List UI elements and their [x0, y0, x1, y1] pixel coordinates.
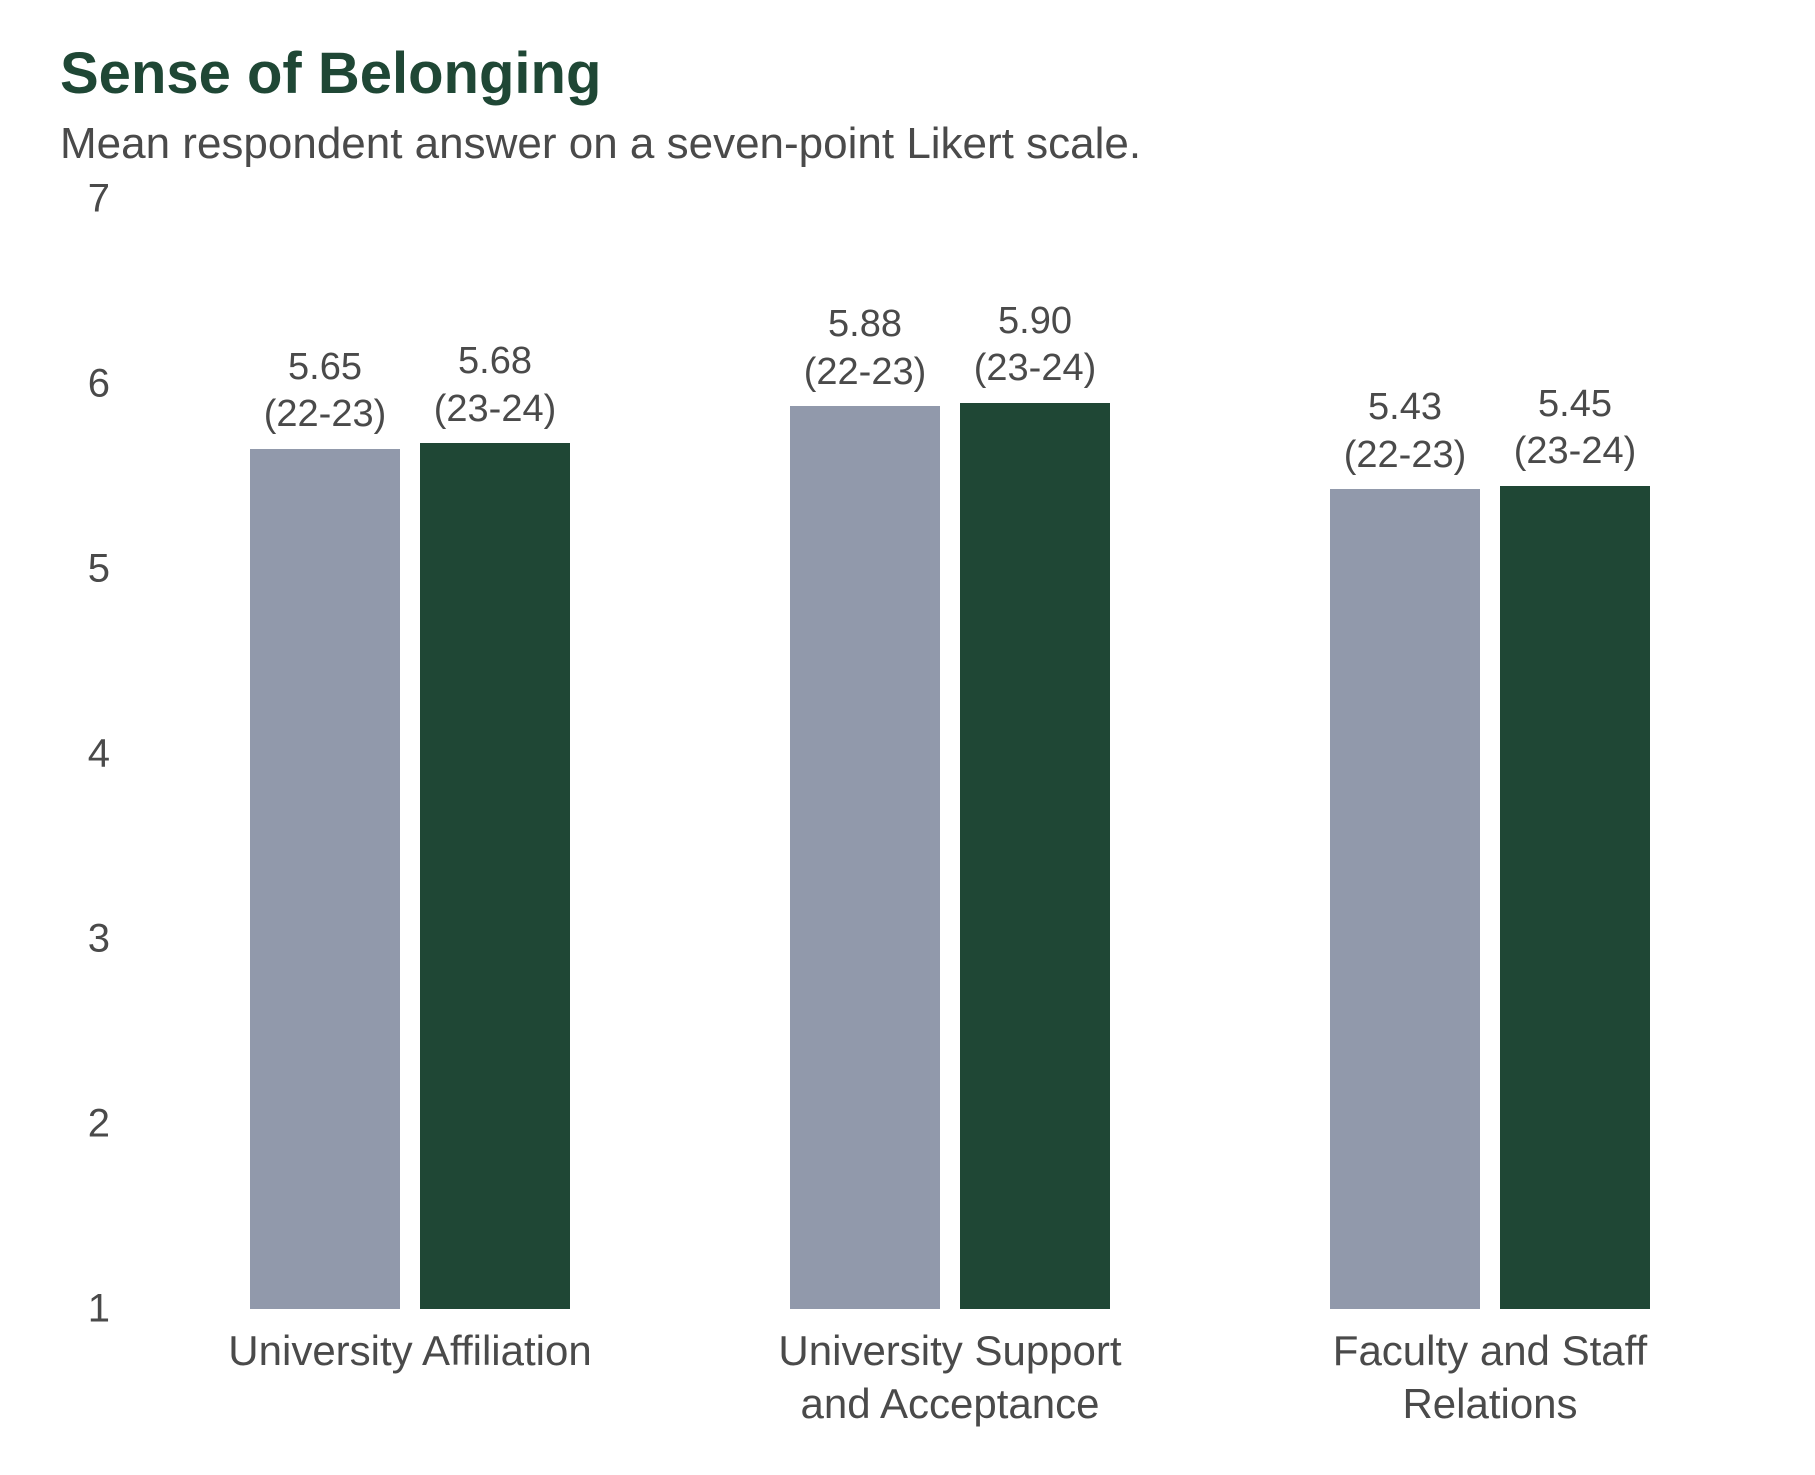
- bar-column: 5.65(22-23): [250, 344, 400, 1309]
- bar-pair: 5.88(22-23) 5.90(23-24): [790, 298, 1110, 1310]
- bar-group: 5.65(22-23) 5.68(23-24): [140, 338, 680, 1309]
- y-tick-label: 6: [88, 362, 110, 407]
- bar-value-label: 5.45(23-24): [1514, 381, 1637, 476]
- y-tick-label: 3: [88, 917, 110, 962]
- y-tick-label: 7: [88, 177, 110, 222]
- bar-group: 5.88(22-23) 5.90(23-24): [680, 298, 1220, 1310]
- y-tick-label: 1: [88, 1287, 110, 1332]
- y-tick-label: 4: [88, 732, 110, 777]
- x-axis-label: University Affiliation: [140, 1325, 680, 1430]
- x-axis-label: Faculty and StaffRelations: [1220, 1325, 1760, 1430]
- chart-subtitle: Mean respondent answer on a seven-point …: [60, 119, 1755, 169]
- y-axis: 1234567: [60, 199, 120, 1309]
- bar-value-label: 5.65(22-23): [264, 344, 387, 439]
- bar-column: 5.45(23-24): [1500, 381, 1650, 1309]
- bar: [1330, 489, 1480, 1309]
- y-tick-label: 2: [88, 1102, 110, 1147]
- bar-value-label: 5.68(23-24): [434, 338, 557, 433]
- chart-title: Sense of Belonging: [60, 40, 1755, 107]
- bar-value-label: 5.90(23-24): [974, 298, 1097, 393]
- bar-column: 5.90(23-24): [960, 298, 1110, 1310]
- bar-pair: 5.65(22-23) 5.68(23-24): [250, 338, 570, 1309]
- bar-pair: 5.43(22-23) 5.45(23-24): [1330, 381, 1650, 1309]
- bar: [960, 403, 1110, 1310]
- bar-column: 5.43(22-23): [1330, 384, 1480, 1309]
- bar-value-label: 5.43(22-23): [1344, 384, 1467, 479]
- y-tick-label: 5: [88, 547, 110, 592]
- x-axis-labels: University AffiliationUniversity Support…: [140, 1309, 1760, 1430]
- bar-column: 5.68(23-24): [420, 338, 570, 1309]
- bar-column: 5.88(22-23): [790, 301, 940, 1309]
- bar: [420, 443, 570, 1309]
- bar: [790, 406, 940, 1309]
- bar-value-label: 5.88(22-23): [804, 301, 927, 396]
- x-axis-label: University Supportand Acceptance: [680, 1325, 1220, 1430]
- bar: [250, 449, 400, 1309]
- chart-container: 1234567 5.65(22-23)5.68(23-24)5.88(22-23…: [60, 199, 1760, 1309]
- plot-area: 5.65(22-23) 5.68(23-24) 5.88(22-23) 5.90(23…: [140, 199, 1760, 1309]
- bar-group: 5.43(22-23) 5.45(23-24): [1220, 381, 1760, 1309]
- bar: [1500, 486, 1650, 1309]
